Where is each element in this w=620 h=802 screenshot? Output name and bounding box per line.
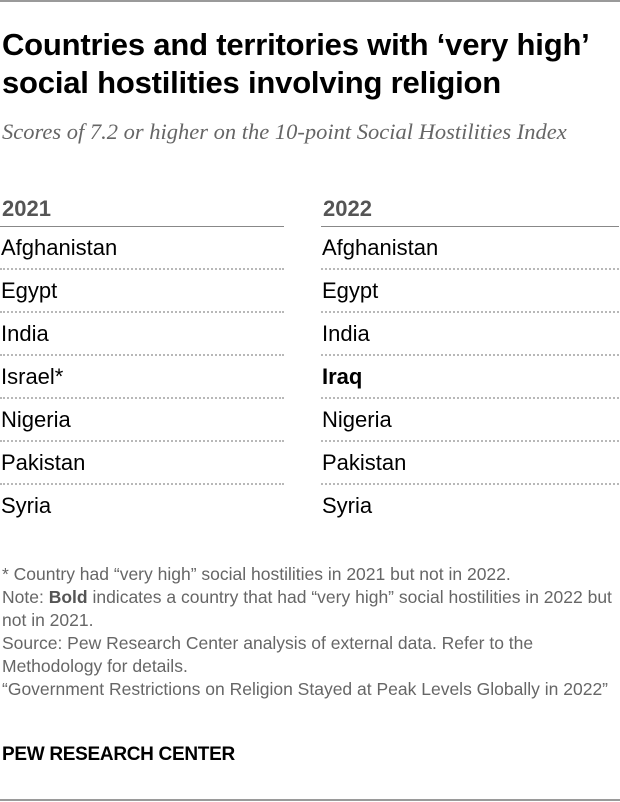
subtitle: Scores of 7.2 or higher on the 10-point …: [2, 119, 567, 144]
column-header-2021: 2021: [0, 192, 284, 227]
bold-note: Note: Bold indicates a country that had …: [2, 586, 618, 632]
note-rest: indicates a country that had “very high”…: [2, 587, 612, 630]
country-row: Israel*: [0, 356, 284, 399]
bottom-rule: [0, 799, 620, 801]
column-2021: 2021 Afghanistan Egypt India Israel* Nig…: [0, 192, 284, 526]
country-row: Afghanistan: [0, 227, 284, 270]
brand-logo-text: PEW RESEARCH CENTER: [2, 744, 235, 765]
country-row: Afghanistan: [321, 227, 619, 270]
country-row: India: [321, 313, 619, 356]
country-row: Egypt: [0, 270, 284, 313]
country-row: Syria: [1, 493, 52, 518]
footnotes: * Country had “very high” social hostili…: [2, 563, 618, 701]
country-row: Pakistan: [321, 442, 619, 485]
country-row: India: [0, 313, 284, 356]
country-row: Pakistan: [0, 442, 284, 485]
country-row: Nigeria: [321, 399, 619, 442]
country-row: Egypt: [321, 270, 619, 313]
column-2022: 2022 Afghanistan Egypt India Iraq Nigeri…: [321, 192, 619, 526]
country-row: Nigeria: [0, 399, 284, 442]
top-rule: [0, 0, 620, 2]
country-row: Syria: [322, 493, 373, 518]
country-row: Iraq: [321, 356, 619, 399]
note-bold-word: Bold: [48, 587, 88, 607]
report-title: “Government Restrictions on Religion Sta…: [2, 679, 609, 699]
column-header-2022: 2022: [321, 192, 619, 227]
note-prefix: Note:: [2, 587, 49, 607]
source-note: Source: Pew Research Center analysis of …: [2, 633, 534, 676]
page-title: Countries and territories with ‘very hig…: [2, 27, 588, 100]
asterisk-note: * Country had “very high” social hostili…: [2, 564, 511, 584]
